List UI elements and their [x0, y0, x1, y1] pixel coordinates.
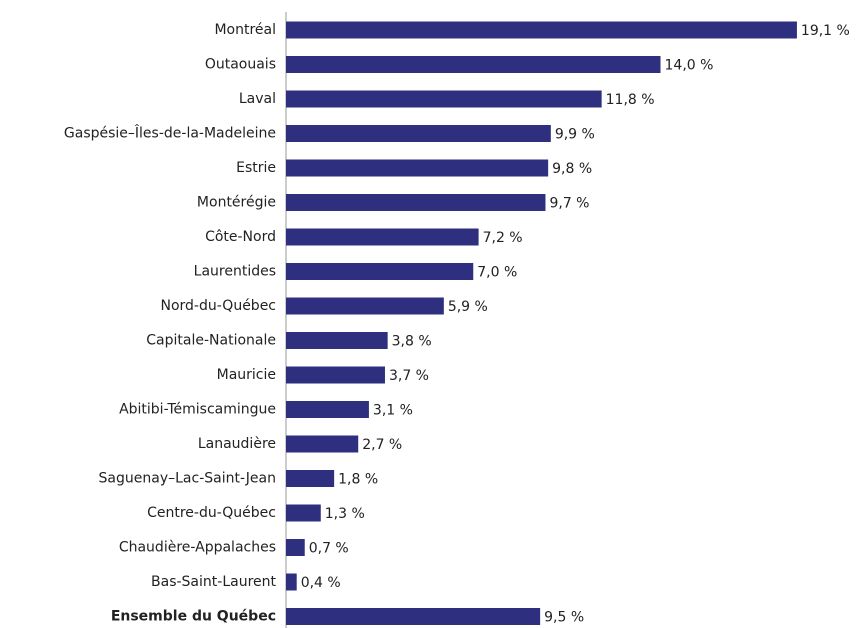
value-label: 9,9 % — [555, 127, 595, 143]
value-label: 9,8 % — [552, 161, 592, 177]
category-label: Laval — [239, 91, 276, 107]
value-label: 1,3 % — [325, 506, 365, 522]
value-label: 11,8 % — [606, 92, 655, 108]
bar — [286, 435, 359, 453]
category-label: Capitale-Nationale — [146, 333, 276, 349]
value-label: 19,1 % — [801, 23, 850, 39]
category-label: Ensemble du Québec — [111, 609, 276, 625]
category-label: Estrie — [236, 160, 276, 176]
value-label: 14,0 % — [665, 58, 714, 74]
value-label: 9,5 % — [544, 610, 584, 626]
bar — [286, 401, 369, 418]
category-label: Outaouais — [205, 57, 276, 73]
value-label: 5,9 % — [448, 299, 488, 315]
value-label: 1,8 % — [338, 472, 378, 488]
value-label: 3,1 % — [373, 403, 413, 419]
bar — [286, 90, 602, 108]
category-label: Mauricie — [217, 367, 276, 383]
bar — [286, 228, 479, 246]
bar — [286, 470, 335, 487]
value-label: 9,7 % — [549, 196, 589, 212]
bar — [286, 263, 474, 280]
category-label: Gaspésie–Îles-de-la-Madeleine — [64, 124, 276, 142]
bar — [286, 125, 551, 142]
value-label: 7,2 % — [483, 230, 523, 246]
value-label: 3,8 % — [392, 334, 432, 350]
category-label: Lanaudière — [198, 436, 276, 452]
bar — [286, 21, 797, 39]
bar — [286, 608, 541, 625]
category-label: Montérégie — [197, 195, 276, 211]
category-label: Abitibi-Témiscamingue — [119, 402, 276, 418]
category-label: Chaudière-Appalaches — [119, 540, 276, 556]
value-label: 0,4 % — [301, 575, 341, 591]
bar — [286, 194, 546, 211]
value-label: 0,7 % — [309, 541, 349, 557]
value-label: 3,7 % — [389, 368, 429, 384]
bar — [286, 332, 388, 349]
category-label: Saguenay–Lac-Saint-Jean — [99, 471, 276, 487]
bar — [286, 56, 661, 73]
value-label: 2,7 % — [362, 437, 402, 453]
bar — [286, 159, 549, 177]
bar — [286, 573, 297, 591]
category-label: Montréal — [214, 22, 276, 38]
category-label: Centre-du-Québec — [147, 505, 276, 521]
value-label: 7,0 % — [477, 265, 517, 281]
bar — [286, 366, 385, 384]
category-label: Bas-Saint-Laurent — [151, 574, 276, 590]
bar — [286, 297, 444, 315]
category-label: Laurentides — [194, 264, 276, 280]
category-label: Nord-du-Québec — [160, 298, 276, 314]
bar — [286, 539, 305, 556]
bar — [286, 504, 321, 522]
category-label: Côte-Nord — [205, 229, 276, 245]
